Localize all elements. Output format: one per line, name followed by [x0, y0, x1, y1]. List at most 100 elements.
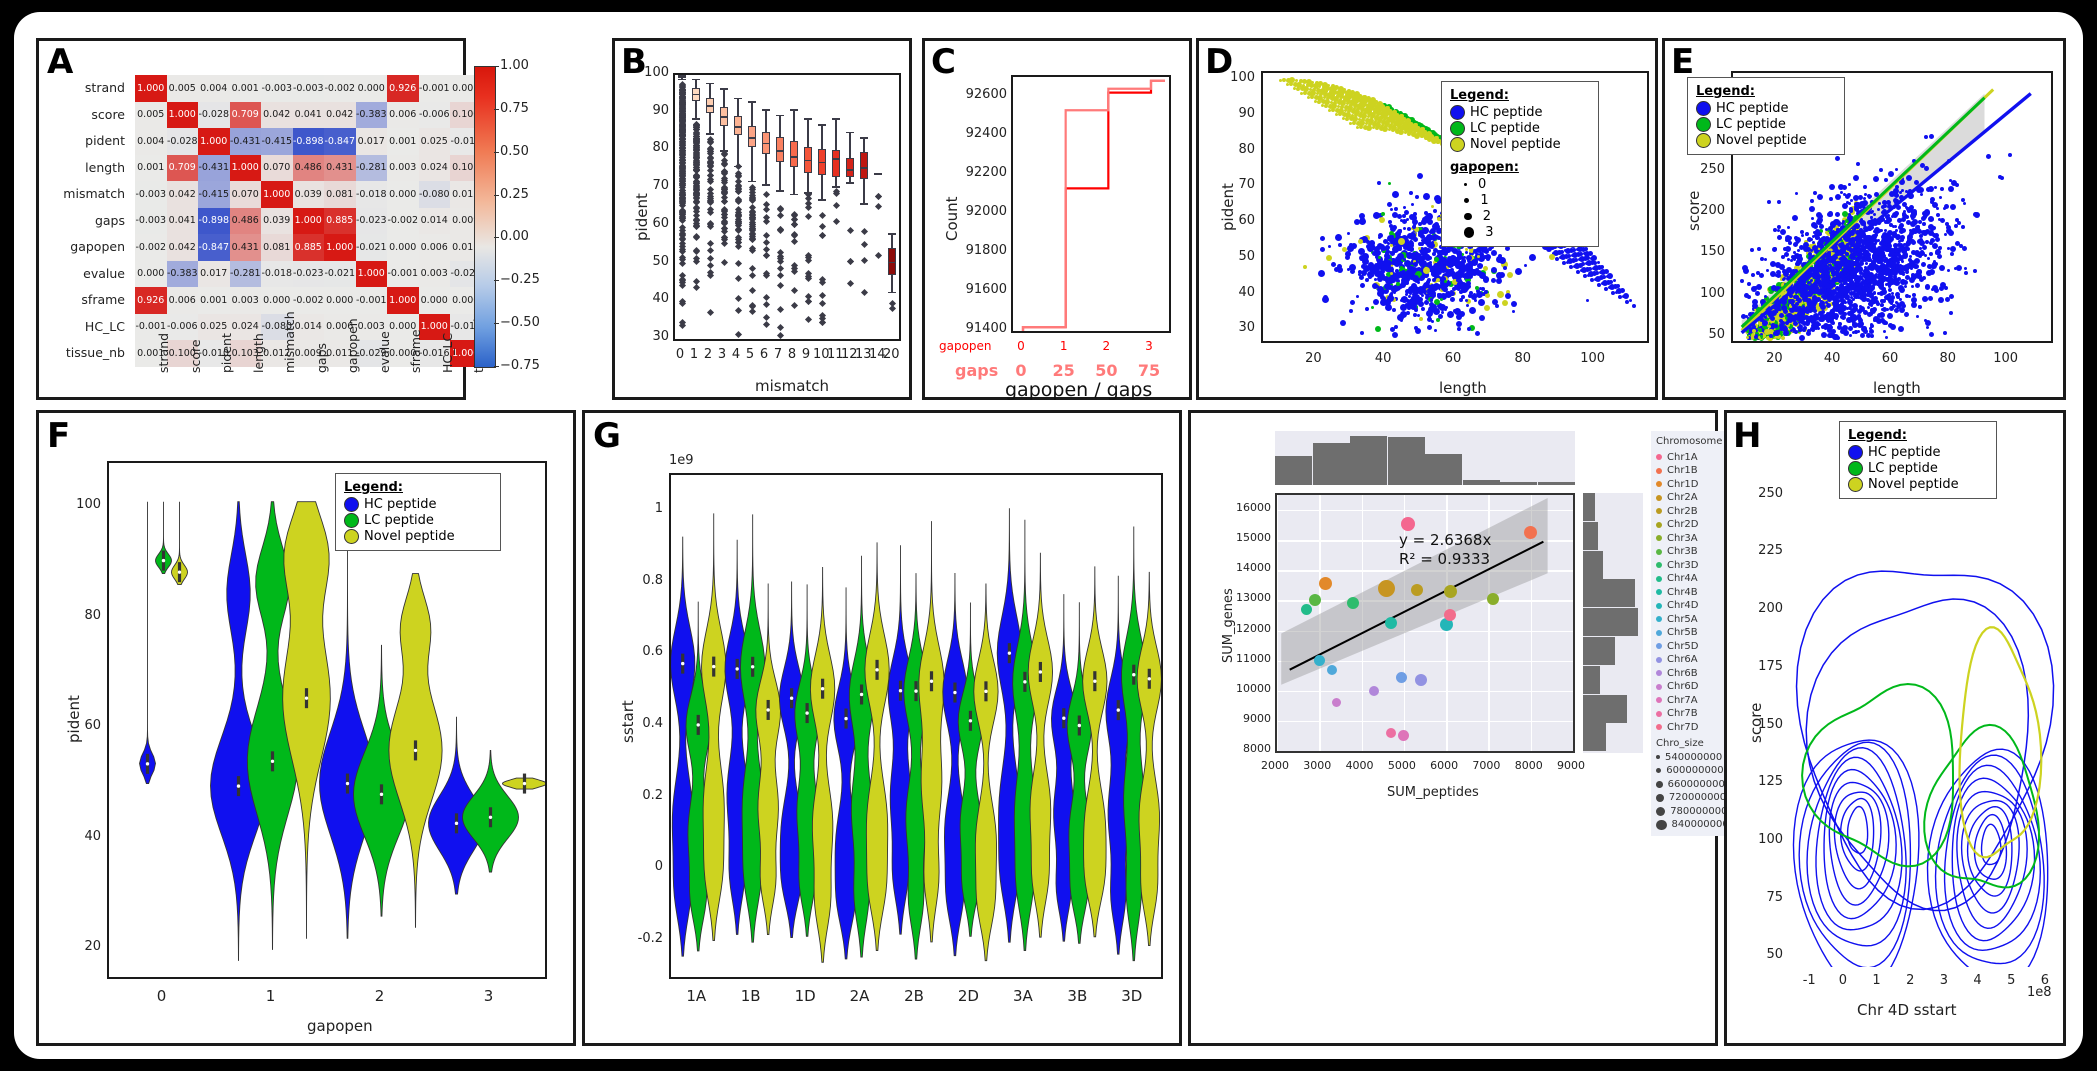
data-point — [1359, 111, 1363, 115]
heatmap-cell: -0.080 — [418, 181, 450, 208]
heatmap-cell: 0.003 — [387, 154, 419, 181]
data-point — [1314, 81, 1319, 86]
size-legend-label: 1 — [1480, 193, 1489, 208]
data-point — [1457, 260, 1464, 267]
data-point — [1402, 213, 1407, 218]
data-point — [1570, 258, 1576, 264]
outlier-marker — [748, 271, 756, 279]
data-point — [1431, 319, 1435, 323]
data-point — [1351, 243, 1358, 250]
heatmap-cell: 0.103 — [229, 340, 261, 367]
whisker-cap-bottom — [720, 150, 728, 153]
data-point — [1414, 327, 1421, 334]
panel-b-xtick: 11 — [827, 347, 844, 362]
data-point — [1377, 119, 1382, 124]
data-point — [1423, 192, 1431, 200]
data-point — [1433, 209, 1438, 214]
data-point — [1560, 254, 1567, 261]
outlier-marker — [706, 261, 714, 269]
outlier-marker — [706, 254, 714, 262]
data-point — [1454, 272, 1462, 280]
data-point — [1585, 298, 1589, 302]
outlier-marker — [776, 331, 784, 339]
data-point — [1472, 249, 1478, 255]
data-point — [1411, 225, 1416, 230]
panel-b-xtick: 20 — [883, 347, 900, 362]
data-point — [1324, 98, 1331, 105]
data-point — [1362, 102, 1368, 108]
panel-b-xtick: 10 — [813, 347, 830, 362]
heatmap-cell: -0.006 — [166, 313, 198, 340]
data-point — [1616, 283, 1621, 288]
data-point — [1567, 253, 1572, 258]
heatmap-cell: 0.001 — [198, 287, 230, 314]
outlier-marker — [762, 238, 770, 247]
heatmap-cell: -0.002 — [324, 75, 356, 102]
panel-c-ytick: 91600 — [965, 281, 1007, 297]
data-point — [1376, 286, 1384, 293]
heatmap-row: -0.001 -0.006 0.025 0.024 -0.080 0.014 0.006 0.… — [135, 313, 482, 340]
data-point — [1483, 277, 1490, 284]
data-point — [1318, 85, 1322, 89]
data-point — [1359, 120, 1366, 127]
data-point — [1510, 301, 1517, 308]
panel-c-ytick: 92600 — [965, 86, 1007, 102]
data-point — [1347, 109, 1352, 114]
data-point — [1375, 121, 1382, 128]
outlier-marker — [734, 331, 742, 339]
data-point — [1512, 310, 1516, 314]
data-point — [1583, 273, 1588, 278]
outlier-marker — [762, 293, 770, 302]
size-legend-marker — [1464, 197, 1470, 204]
data-point — [1586, 260, 1593, 267]
data-point — [1396, 123, 1402, 129]
data-point — [1366, 111, 1372, 117]
heatmap-cell: -0.023 — [355, 207, 387, 234]
outlier-marker — [734, 275, 742, 283]
data-point — [1340, 100, 1347, 107]
data-point — [1370, 306, 1374, 310]
outlier-marker — [692, 223, 700, 231]
heatmap-cell: -0.415 — [198, 181, 230, 208]
data-point — [1605, 279, 1611, 285]
data-point — [1320, 99, 1326, 105]
size-legend-entry-2: 2 — [1464, 209, 1590, 224]
outlier-marker — [804, 315, 812, 324]
data-point — [1546, 245, 1553, 252]
median-line — [691, 93, 701, 96]
data-point — [1394, 207, 1399, 212]
heatmap-cell: 0.885 — [292, 234, 324, 261]
data-point — [1491, 250, 1498, 257]
panel-c-ytick: 91800 — [965, 242, 1007, 258]
panel-c-xlabel: gapopen / gaps — [1005, 379, 1153, 401]
whisker-cap-bottom — [790, 193, 798, 196]
data-point — [1334, 233, 1342, 241]
data-point — [1303, 91, 1308, 96]
panel-b-xtick: 14 — [869, 347, 886, 362]
panel-d-ytick: 90 — [1238, 105, 1255, 121]
data-point — [1296, 86, 1301, 91]
data-point — [1424, 253, 1430, 259]
outlier-marker — [706, 240, 714, 248]
data-point — [1318, 270, 1326, 278]
data-point — [1416, 173, 1423, 180]
data-point — [1338, 98, 1342, 102]
data-point — [1329, 96, 1335, 102]
whisker-cap-bottom — [678, 78, 686, 81]
outlier-marker — [860, 241, 868, 249]
heatmap-cell: 0.024 — [229, 313, 261, 340]
data-point — [1337, 243, 1342, 248]
data-point — [1576, 269, 1581, 274]
heatmap-cell: 0.006 — [166, 287, 198, 314]
data-point — [1568, 247, 1574, 253]
data-point — [1368, 275, 1373, 280]
outlier-marker — [720, 197, 728, 206]
data-point — [1456, 327, 1461, 332]
panel-b-ytick: 40 — [652, 291, 669, 307]
data-point — [1389, 251, 1395, 257]
data-point — [1426, 309, 1434, 317]
heatmap-cell: 0.000 — [387, 234, 419, 261]
heatmap-cell: -0.847 — [198, 234, 230, 261]
outlier-marker — [860, 257, 868, 265]
whisker-cap-top — [706, 82, 714, 85]
